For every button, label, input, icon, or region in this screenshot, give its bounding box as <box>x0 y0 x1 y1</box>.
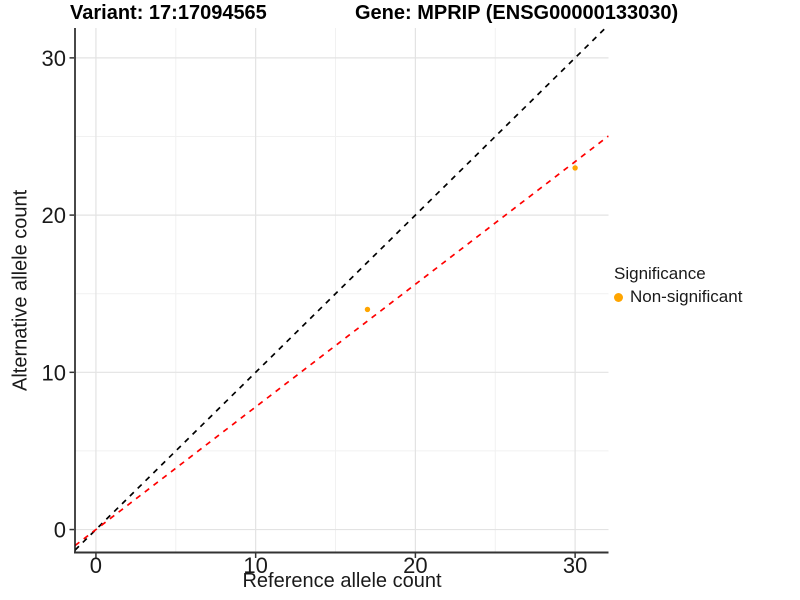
svg-text:0: 0 <box>54 518 66 543</box>
x-axis-label: Reference allele count <box>242 570 442 592</box>
legend: Significance Non-significant <box>614 264 742 307</box>
legend-entry: Non-significant <box>614 287 742 307</box>
legend-entry-label: Non-significant <box>630 287 743 306</box>
svg-text:20: 20 <box>403 553 427 578</box>
svg-text:20: 20 <box>42 203 66 228</box>
svg-text:0: 0 <box>90 553 102 578</box>
svg-text:30: 30 <box>563 553 587 578</box>
variant-title: Variant: 17:17094565 <box>70 2 267 24</box>
svg-text:10: 10 <box>42 360 66 385</box>
svg-text:30: 30 <box>42 46 66 71</box>
legend-point-icon <box>614 292 623 302</box>
legend-title: Significance <box>614 264 706 283</box>
gene-title: Gene: MPRIP (ENSG00000133030) <box>355 2 679 24</box>
svg-text:10: 10 <box>243 553 267 578</box>
